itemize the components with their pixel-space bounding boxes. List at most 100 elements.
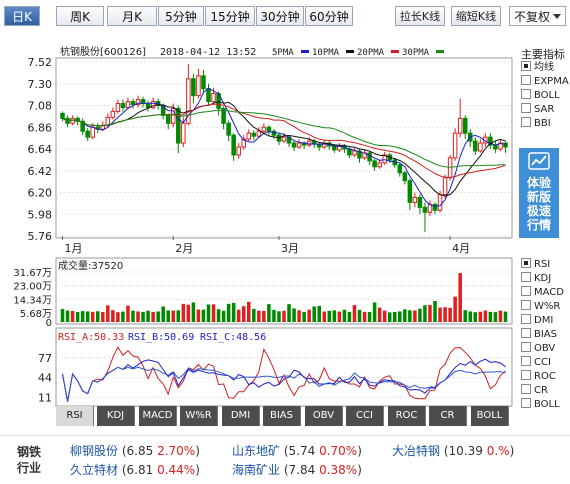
checkbox[interactable]: [521, 117, 531, 127]
peer-change: 2.70%: [157, 444, 196, 458]
checkbox[interactable]: [521, 328, 531, 338]
volume-bar: [307, 309, 311, 322]
volume-bar: [272, 309, 276, 322]
sub-indicator-rsi[interactable]: RSI: [521, 258, 550, 271]
tab-roc[interactable]: ROC: [388, 406, 426, 426]
price-panel-frame: [55, 57, 513, 239]
sub-indicator-kdj[interactable]: KDJ: [521, 272, 551, 285]
checkbox[interactable]: [521, 272, 531, 282]
sub-indicator-macd[interactable]: MACD: [521, 286, 564, 299]
tab-30min[interactable]: 30分钟: [256, 6, 304, 26]
checkbox[interactable]: [521, 356, 531, 366]
volume-bar: [463, 310, 467, 322]
candle-down: [372, 160, 377, 168]
new-quote-promo[interactable]: 体验 新版 极速 行情: [519, 148, 559, 238]
volume-bar: [156, 311, 160, 322]
tab-boll[interactable]: BOLL: [471, 406, 509, 426]
tab-15min[interactable]: 15分钟: [205, 6, 255, 26]
candle-down: [120, 103, 126, 108]
ma30-line: [62, 109, 506, 168]
tab-monthly-k[interactable]: 月K: [107, 6, 157, 26]
peer-stock-4[interactable]: 久立特材 (6.81 0.44%): [70, 463, 200, 477]
peer-price: 10.39: [448, 444, 483, 458]
checkbox[interactable]: [521, 384, 531, 394]
volume-bar: [126, 305, 130, 322]
tab-weekly-k[interactable]: 周K: [56, 6, 104, 26]
sub-indicator-obv[interactable]: OBV: [521, 342, 555, 355]
checkbox[interactable]: [521, 75, 531, 85]
checkbox[interactable]: [521, 286, 531, 296]
tab-kdj[interactable]: KDJ: [97, 406, 135, 426]
tab-macd[interactable]: MACD: [139, 406, 177, 426]
candle-up: [186, 78, 191, 124]
shrink-k-button[interactable]: 缩短K线: [451, 6, 501, 26]
volume-label: 成交量:37520: [58, 259, 123, 272]
peer-name[interactable]: 山东地矿: [232, 444, 281, 458]
peer-name[interactable]: 海南矿业: [232, 463, 281, 477]
volume-bar: [176, 310, 181, 322]
sub-indicator-dmi[interactable]: DMI: [521, 314, 553, 327]
checkbox[interactable]: [521, 314, 531, 324]
checkbox-checked[interactable]: [521, 258, 531, 268]
peer-stock-5[interactable]: 海南矿业 (7.84 0.38%): [232, 463, 362, 477]
peer-name[interactable]: 大冶特钢: [392, 444, 441, 458]
tab-rsi[interactable]: RSI: [56, 406, 94, 426]
main-indicator-boll-label: BOLL: [534, 90, 560, 101]
candle-up: [447, 157, 453, 179]
trend-chart-icon: [528, 152, 550, 170]
sub-indicator-wr[interactable]: W%R: [521, 300, 560, 313]
tab-cr[interactable]: CR: [429, 406, 467, 426]
stretch-k-button[interactable]: 拉长K线: [395, 6, 445, 26]
sub-indicator-cci[interactable]: CCI: [521, 356, 551, 369]
volume-bar: [292, 308, 296, 322]
sub-indicator-roc[interactable]: ROC: [521, 370, 556, 383]
rsi-a-label: RSI_A:50.33: [58, 332, 124, 343]
main-indicator-sar-label: SAR: [534, 104, 555, 115]
candle-up: [181, 122, 186, 144]
price-tick-label: 6.64: [28, 143, 53, 156]
checkbox[interactable]: [521, 342, 531, 352]
tab-wr[interactable]: W%R: [180, 406, 218, 426]
main-indicator-sar[interactable]: SAR: [521, 103, 554, 116]
checkbox[interactable]: [521, 370, 531, 380]
tab-60min[interactable]: 60分钟: [305, 6, 353, 26]
main-indicator-expma[interactable]: EXPMA: [521, 75, 569, 88]
chevron-down-icon: [553, 14, 561, 19]
peer-stock-1[interactable]: 柳钢股份 (6.85 2.70%): [70, 444, 200, 458]
rsi-tick-label: 11: [38, 391, 52, 404]
tab-obv[interactable]: OBV: [305, 406, 343, 426]
tab-dmi[interactable]: DMI: [222, 406, 260, 426]
candle-up: [110, 110, 116, 118]
sub-indicator-boll[interactable]: BOLL: [521, 398, 560, 411]
candle-up: [115, 103, 121, 112]
checkbox[interactable]: [521, 300, 531, 310]
tab-cci[interactable]: CCI: [346, 406, 384, 426]
main-indicator-boll[interactable]: BOLL: [521, 89, 560, 102]
volume-bar: [362, 311, 367, 322]
peer-name[interactable]: 久立特材: [70, 463, 119, 477]
candle-down: [80, 120, 85, 132]
stock-chart[interactable]: 7.52 7.30 7.08 6.86 6.64 6.42 6.20 5.98 5.76 1月 2…: [0, 0, 570, 435]
volume-bar: [413, 310, 417, 322]
checkbox[interactable]: [521, 103, 531, 113]
month-axis: 1月 2月 3月 4月: [62, 236, 470, 255]
tab-daily-k[interactable]: 日K: [4, 6, 40, 26]
checkbox[interactable]: [521, 398, 531, 408]
sub-indicator-bias[interactable]: BIAS: [521, 328, 557, 341]
main-indicator-ma[interactable]: 均线: [521, 61, 554, 74]
sub-indicator-cr[interactable]: CR: [521, 384, 548, 397]
checkbox-checked[interactable]: [521, 61, 531, 71]
volume-bar: [247, 301, 251, 322]
main-indicator-bbi[interactable]: BBI: [521, 117, 551, 130]
checkbox[interactable]: [521, 89, 531, 99]
peer-stock-3[interactable]: 大冶特钢 (10.39 0.%): [392, 444, 515, 458]
volume-bar: [428, 304, 432, 322]
price-tick-label: 6.42: [28, 165, 53, 178]
volume-bar: [186, 304, 191, 322]
peer-stock-2[interactable]: 山东地矿 (5.74 0.70%): [232, 444, 362, 458]
rsi-tick-label: 77: [38, 352, 52, 365]
peer-name[interactable]: 柳钢股份: [70, 444, 119, 458]
adjust-select[interactable]: 不复权: [509, 6, 566, 26]
tab-bias[interactable]: BIAS: [263, 406, 301, 426]
tab-5min[interactable]: 5分钟: [158, 6, 204, 26]
